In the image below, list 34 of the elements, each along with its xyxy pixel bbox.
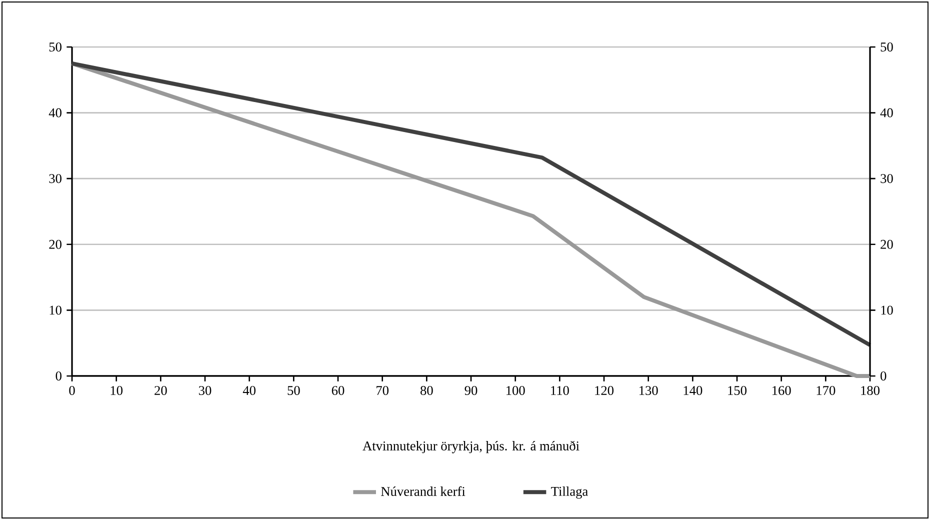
x-tick-label: 170 [816,386,836,396]
x-tick-label: 60 [332,386,344,396]
y2-tick-label: 20 [880,240,893,249]
x-tick-label: 80 [420,386,433,396]
x-tick-label: 100 [506,386,525,396]
x-tick-label: 160 [772,386,791,396]
y2-tick-label: 50 [880,42,893,52]
y-tick-label: 10 [50,306,62,315]
x-axis-title: Atvinnutekjur öryrkja, þús. kr. á mánuði [362,440,580,454]
y2-tick-label: 10 [881,306,893,315]
x-tick-label: 30 [198,386,212,396]
x-tick-label: 110 [551,386,569,396]
x-tick-label: 150 [728,386,747,396]
x-tick-label: 0 [69,386,75,396]
y-tick-label: 0 [56,371,62,380]
x-tick-label: 120 [595,386,614,396]
y2-tick-label: 30 [880,174,893,184]
x-tick-label: 180 [861,386,880,396]
x-tick-label: 70 [376,386,389,396]
x-tick-label: 20 [154,386,167,396]
y2-tick-label: 40 [880,108,893,118]
y-tick-label: 50 [49,42,62,52]
y-tick-label: 30 [49,174,62,184]
x-tick-label: 50 [288,386,300,396]
x-tick-label: 130 [640,386,658,396]
legend-label: Núverandi kerfi [381,486,466,496]
x-tick-label: 90 [464,386,478,396]
y-tick-label: 40 [48,108,62,118]
y2-tick-label: 0 [880,371,886,380]
legend-label: Tillaga [551,486,588,499]
x-tick-label: 140 [684,386,702,396]
x-tick-label: 40 [242,386,256,396]
x-tick-label: 10 [110,386,123,396]
y-tick-label: 20 [49,240,62,249]
